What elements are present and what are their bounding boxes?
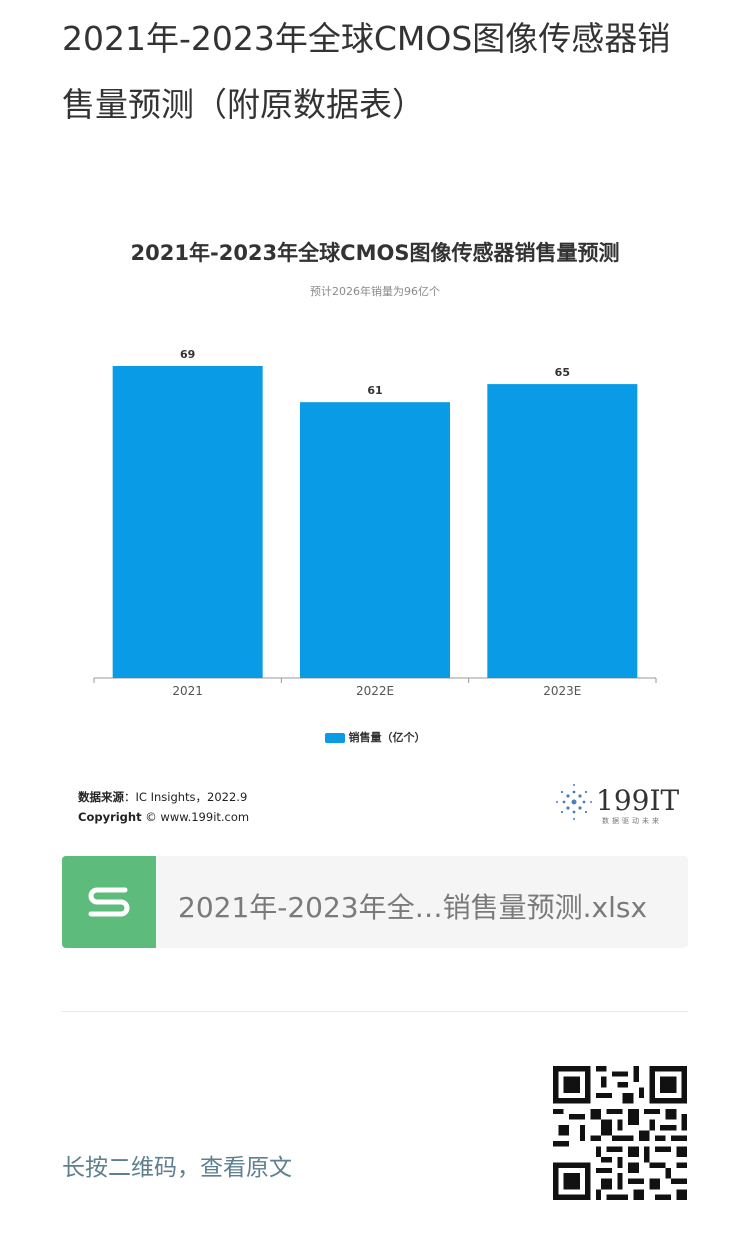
legend-label: 销售量（亿个）	[348, 731, 426, 744]
data-source: 数据来源：IC Insights，2022.9 Copyright © www.…	[78, 787, 249, 827]
source-text: ：IC Insights，2022.9	[124, 790, 248, 804]
x-tick-label: 2021	[172, 684, 203, 698]
copyright-text: © www.199it.com	[145, 810, 250, 824]
chart-title: 2021年-2023年全球CMOS图像传感器销售量预测	[130, 241, 620, 265]
brand-logo: 199IT 数据驱动未来	[552, 780, 682, 828]
x-tick-label: 2023E	[543, 684, 581, 698]
attachment-file-card[interactable]: 2021年-2023年全…销售量预测.xlsx	[62, 856, 688, 948]
article-title: 2021年-2023年全球CMOS图像传感器销售量预测（附原数据表）	[62, 19, 671, 124]
qr-code-icon[interactable]	[553, 1066, 687, 1200]
file-name: 2021年-2023年全…销售量预测.xlsx	[178, 891, 648, 924]
spreadsheet-s-icon	[62, 856, 156, 948]
brand-tagline: 数据驱动未来	[602, 817, 662, 825]
chart-image: 69 2021 61 2022E 65 2023E 2021年-2023年全球CMOS图像…	[62, 225, 688, 845]
bar-2021	[112, 366, 263, 678]
brand-name: 199IT	[596, 784, 680, 817]
data-label: 69	[180, 348, 195, 361]
copyright-label: Copyright	[78, 810, 142, 824]
bar-2023E	[487, 384, 638, 678]
qr-hint-text: 长按二维码，查看原文	[62, 1155, 292, 1181]
bar-chart: 69 2021 61 2022E 65 2023E	[93, 348, 657, 698]
data-label: 65	[555, 366, 570, 379]
x-tick-label: 2022E	[356, 684, 394, 698]
chart-subtitle: 预计2026年销量为96亿个	[310, 285, 440, 298]
dandelion-logo-icon	[556, 784, 592, 820]
bar-2022E	[300, 402, 450, 678]
divider	[62, 1011, 688, 1012]
chart-legend: 销售量（亿个）	[62, 729, 688, 745]
legend-swatch	[324, 733, 345, 743]
source-label: 数据来源	[78, 790, 124, 804]
data-label: 61	[367, 384, 382, 397]
